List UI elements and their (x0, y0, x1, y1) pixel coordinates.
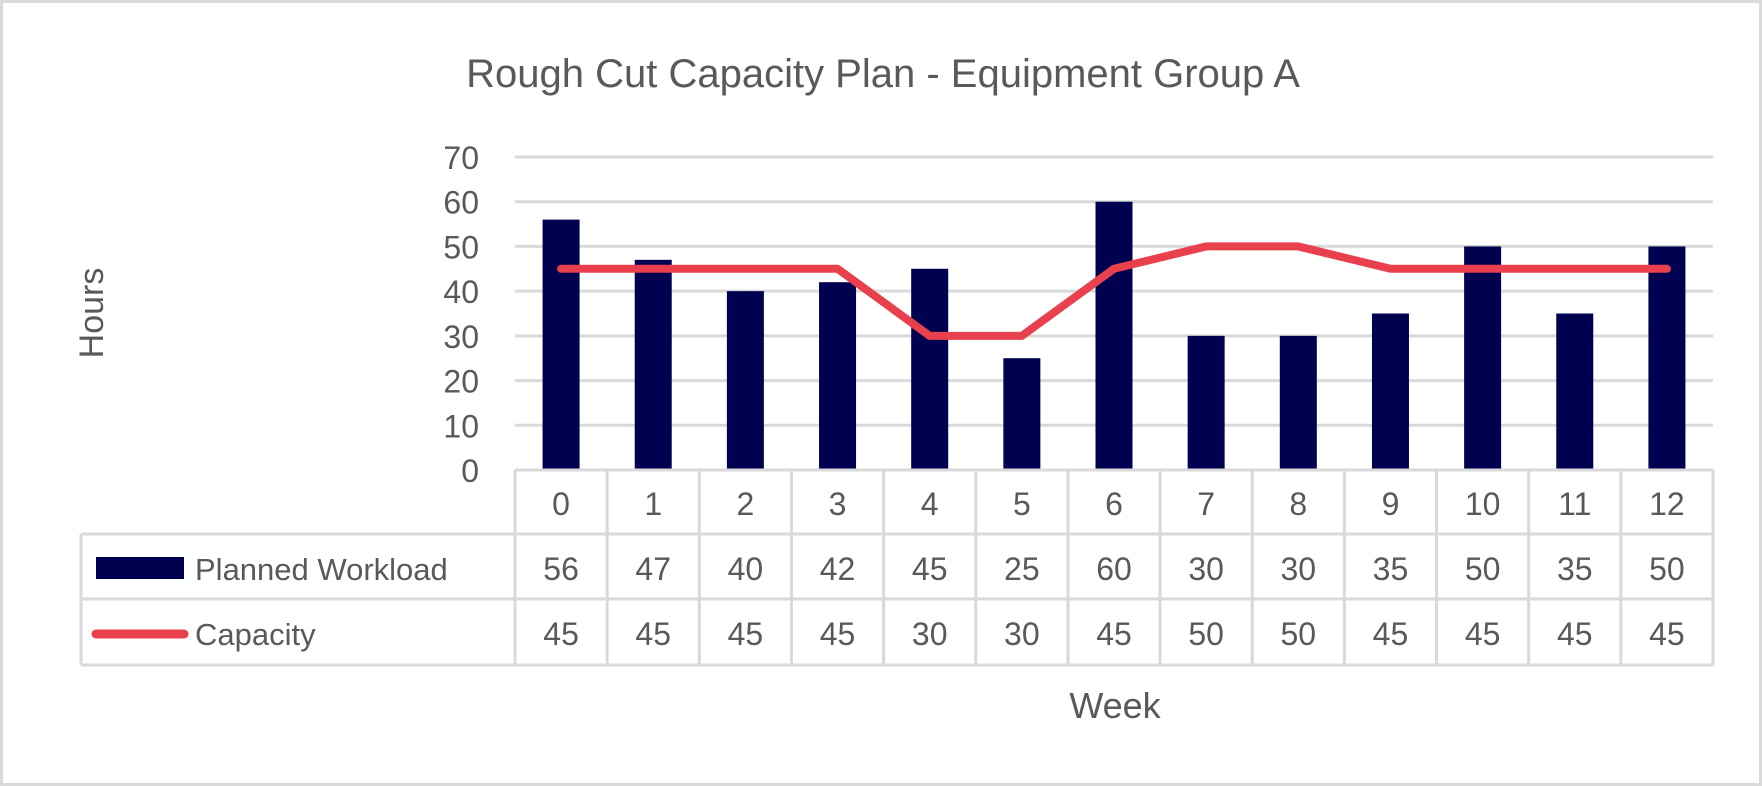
table-cell-planned-workload: 35 (1557, 551, 1593, 587)
y-tick-label: 40 (443, 274, 479, 310)
bar-planned-workload (1371, 313, 1409, 470)
legend-label-capacity: Capacity (195, 617, 316, 652)
y-tick-label: 70 (443, 140, 479, 176)
x-tick-label: 2 (736, 486, 754, 522)
chart-title: Rough Cut Capacity Plan - Equipment Grou… (466, 52, 1300, 96)
table-cell-planned-workload: 40 (728, 551, 764, 587)
y-tick-label: 20 (443, 364, 479, 400)
table-cell-capacity: 30 (912, 616, 948, 652)
legend-key-planned-workload (96, 557, 184, 579)
y-tick-label: 30 (443, 319, 479, 355)
x-tick-label: 6 (1105, 486, 1123, 522)
table-cell-capacity: 45 (1373, 616, 1409, 652)
x-tick-label: 12 (1649, 486, 1685, 522)
bar-planned-workload (1556, 313, 1594, 470)
y-tick-label: 60 (443, 185, 479, 221)
table-cell-planned-workload: 60 (1096, 551, 1132, 587)
table-cell-capacity: 45 (1557, 616, 1593, 652)
bar-planned-workload (911, 268, 949, 470)
table-cell-capacity: 50 (1281, 616, 1317, 652)
table-cell-planned-workload: 50 (1465, 551, 1501, 587)
x-tick-label: 3 (829, 486, 847, 522)
legend-label-planned-workload: Planned Workload (195, 552, 448, 587)
bar-planned-workload (1464, 246, 1502, 470)
x-tick-label: 10 (1465, 486, 1501, 522)
x-tick-label: 11 (1558, 486, 1591, 522)
table-cell-capacity: 45 (1649, 616, 1685, 652)
x-tick-label: 8 (1289, 486, 1307, 522)
bar-planned-workload (1648, 246, 1686, 470)
table-cell-planned-workload: 25 (1004, 551, 1040, 587)
table-cell-planned-workload: 50 (1649, 551, 1685, 587)
bar-planned-workload (542, 219, 580, 470)
bar-planned-workload (1095, 201, 1133, 470)
table-cell-planned-workload: 45 (912, 551, 948, 587)
x-axis-label: Week (1069, 685, 1161, 726)
y-axis-label: Hours (73, 268, 111, 359)
bar-planned-workload (1003, 358, 1041, 470)
table-cell-planned-workload: 47 (635, 551, 671, 587)
x-tick-label: 5 (1013, 486, 1031, 522)
chart-svg: Rough Cut Capacity Plan - Equipment Grou… (73, 52, 1715, 726)
table-cell-planned-workload: 56 (543, 551, 579, 587)
x-tick-label: 4 (921, 486, 939, 522)
table-cell-capacity: 45 (1096, 616, 1132, 652)
y-tick-label: 50 (443, 229, 479, 265)
y-tick-label: 0 (461, 453, 479, 489)
y-tick-label: 10 (443, 408, 479, 444)
table-cell-capacity: 45 (820, 616, 856, 652)
x-tick-label: 9 (1382, 486, 1400, 522)
table-cell-planned-workload: 42 (820, 551, 856, 587)
table-cell-capacity: 45 (728, 616, 764, 652)
bar-planned-workload (726, 291, 764, 470)
table-cell-capacity: 45 (543, 616, 579, 652)
table-cell-capacity: 45 (1465, 616, 1501, 652)
table-cell-planned-workload: 30 (1281, 551, 1317, 587)
bar-planned-workload (634, 259, 672, 470)
table-cell-capacity: 30 (1004, 616, 1040, 652)
x-tick-label: 0 (552, 486, 570, 522)
x-tick-label: 1 (644, 486, 662, 522)
bar-planned-workload (1187, 335, 1225, 470)
table-cell-capacity: 50 (1188, 616, 1224, 652)
table-cell-planned-workload: 35 (1373, 551, 1409, 587)
table-cell-capacity: 45 (635, 616, 671, 652)
table-cell-planned-workload: 30 (1188, 551, 1224, 587)
x-tick-label: 7 (1197, 486, 1215, 522)
bar-planned-workload (1279, 335, 1317, 470)
bar-planned-workload (819, 282, 857, 470)
